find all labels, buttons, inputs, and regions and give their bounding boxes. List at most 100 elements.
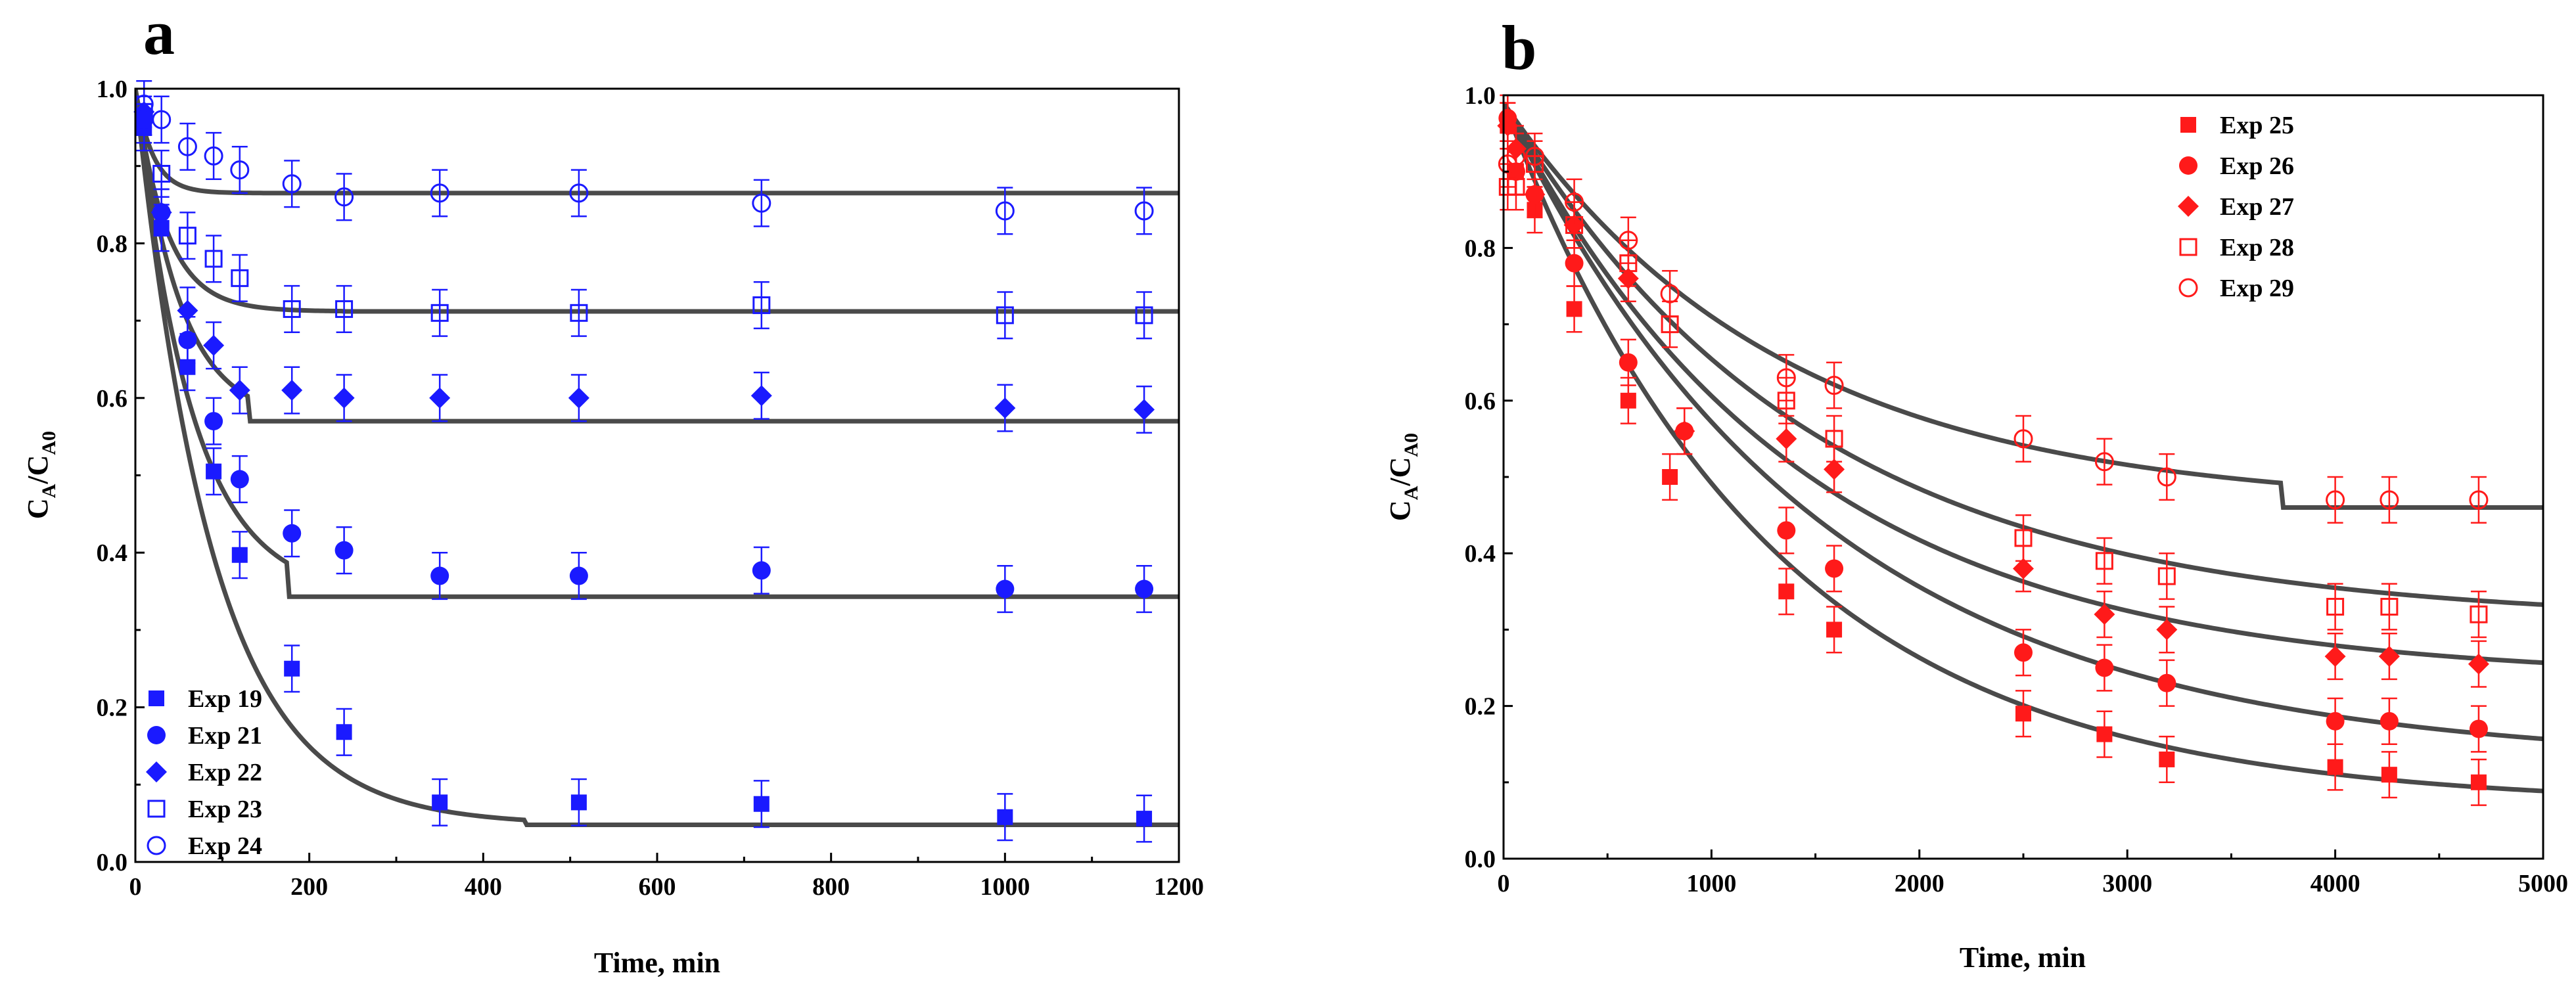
- panel-b-data-points: [1497, 94, 2489, 806]
- data-point: [2470, 774, 2487, 790]
- legend-label: Exp 24: [188, 832, 262, 860]
- data-point: [570, 304, 588, 322]
- data-point: [2013, 429, 2033, 449]
- panel-a-x-axis-title: Time, min: [594, 947, 720, 979]
- data-point: [334, 541, 354, 560]
- data-point: [1619, 231, 1638, 250]
- legend-label: Exp 22: [188, 759, 262, 786]
- data-point: [2327, 759, 2343, 775]
- y-tick-label: 0.6: [1465, 388, 1496, 415]
- panel-a-y-axis-title: CA/CA0: [22, 431, 60, 519]
- y-tick-label: 0.4: [1465, 540, 1496, 568]
- x-tick-label: 800: [812, 873, 850, 901]
- series-exp-29: [1498, 132, 2489, 524]
- data-point: [229, 380, 250, 401]
- data-point: [1497, 115, 1519, 137]
- legend-marker: [2178, 278, 2198, 298]
- data-point: [204, 146, 223, 166]
- y-tick-label: 0.8: [1465, 235, 1496, 262]
- data-point: [2157, 567, 2176, 585]
- data-point: [1565, 192, 1584, 212]
- data-point: [283, 524, 302, 543]
- x-tick-label: 200: [290, 873, 328, 901]
- data-point: [1674, 420, 1695, 442]
- x-tick-label: 2000: [1895, 870, 1944, 897]
- panel-a-data-points: [133, 79, 1155, 843]
- data-point: [2380, 598, 2399, 616]
- y-tick-label: 0.8: [97, 230, 128, 258]
- data-point: [2469, 490, 2489, 510]
- series-exp-23: [135, 87, 1153, 340]
- data-point: [2014, 529, 2033, 547]
- panel-a-ticks: 0 200 400 600 800 1000 1200 0.0 0.2 0.4 0.6 0.8 1.0: [97, 76, 1205, 901]
- data-point: [996, 579, 1015, 599]
- panel-a: a 0 200 400 600 800 1000 1200 0.0 0.2 0.4 0.6 0.8 1.…: [22, 0, 1204, 979]
- y-tick-label: 0.6: [97, 385, 128, 413]
- data-point: [1826, 621, 1843, 638]
- legend-label: Exp 29: [2220, 275, 2294, 302]
- data-point: [1135, 306, 1153, 325]
- data-point: [1620, 392, 1636, 409]
- data-point: [1134, 399, 1155, 420]
- data-point: [282, 174, 302, 194]
- data-point: [752, 193, 771, 213]
- x-tick-label: 400: [465, 873, 502, 901]
- legend-label: Exp 19: [188, 685, 262, 713]
- data-point: [569, 183, 589, 203]
- data-point: [336, 724, 352, 740]
- data-point: [1135, 579, 1154, 599]
- data-point: [752, 296, 771, 315]
- panel-a-legend: Exp 19 Exp 21 Exp 22 Exp 23 Exp 24: [146, 685, 262, 860]
- y-tick-label: 0.0: [1465, 846, 1496, 873]
- y-tick-label: 1.0: [97, 76, 128, 103]
- data-point: [283, 300, 301, 318]
- data-point: [1619, 353, 1638, 372]
- y-tick-label: 0.2: [97, 694, 128, 722]
- data-point: [2468, 653, 2489, 675]
- data-point: [230, 470, 249, 489]
- data-point: [2156, 619, 2178, 641]
- y-tick-label: 0.2: [1465, 693, 1496, 721]
- panel-b-legend: Exp 25 Exp 26 Exp 27 Exp 28 Exp 29: [2178, 112, 2294, 302]
- panel-a-letter: a: [143, 0, 175, 68]
- legend-marker: [147, 800, 166, 818]
- data-point: [1136, 811, 1153, 827]
- x-tick-label: 1000: [980, 873, 1030, 901]
- data-point: [178, 227, 196, 245]
- data-point: [2324, 646, 2346, 667]
- series-exp-25: [1500, 102, 2487, 806]
- data-point: [1776, 368, 1796, 388]
- legend-marker: [2179, 156, 2197, 175]
- legend-marker: [2180, 117, 2196, 133]
- legend-label: Exp 28: [2220, 234, 2294, 261]
- data-point: [150, 202, 172, 223]
- panel-b-ticks: 0 1000 2000 3000 4000 5000 0.0 0.2 0.4 0.6 0.8 1.0: [1465, 82, 2569, 897]
- data-point: [333, 387, 355, 409]
- x-tick-label: 0: [129, 873, 142, 901]
- data-point: [1565, 254, 1584, 273]
- series-exp-28: [1498, 140, 2488, 639]
- data-point: [2094, 452, 2114, 472]
- legend-marker: [147, 726, 166, 744]
- legend-label: Exp 23: [188, 796, 262, 823]
- data-point: [1776, 428, 1797, 449]
- y-tick-label: 0.0: [97, 849, 128, 876]
- data-point: [568, 387, 589, 409]
- data-point: [2014, 643, 2033, 662]
- series-exp-19: [136, 103, 1153, 843]
- x-tick-label: 5000: [2518, 870, 2568, 897]
- data-point: [2326, 712, 2345, 731]
- data-point: [1525, 147, 1544, 166]
- data-point: [430, 304, 449, 322]
- series-exp-21: [135, 95, 1154, 614]
- y-tick-label: 1.0: [1465, 82, 1496, 110]
- data-point: [152, 164, 171, 183]
- panel-b: b 0 1000 2000 3000 4000 5000 0.0 0.2 0.4 0.6 0.8 1.…: [1384, 12, 2568, 974]
- data-point: [996, 306, 1014, 325]
- data-point: [178, 330, 197, 350]
- data-point: [753, 796, 770, 812]
- data-point: [429, 387, 451, 409]
- data-point: [2380, 712, 2399, 731]
- legend-marker: [2178, 196, 2199, 217]
